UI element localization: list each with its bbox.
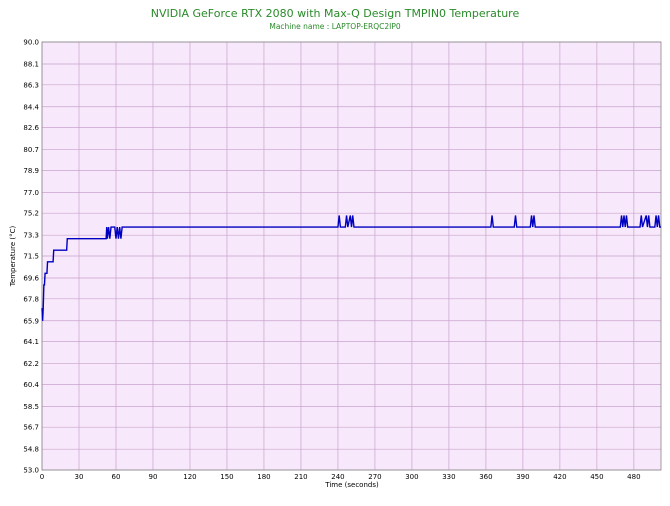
y-tick-label: 64.1 <box>23 338 39 346</box>
x-tick-label: 480 <box>627 473 640 481</box>
x-tick-label: 390 <box>516 473 529 481</box>
y-tick-label: 84.4 <box>23 103 39 111</box>
x-tick-label: 210 <box>294 473 307 481</box>
y-tick-label: 58.5 <box>23 403 39 411</box>
y-tick-label: 56.7 <box>23 424 39 432</box>
x-tick-label: 240 <box>331 473 344 481</box>
x-tick-label: 180 <box>257 473 270 481</box>
x-axis-label: Time (seconds) <box>324 481 379 489</box>
x-tick-label: 330 <box>442 473 455 481</box>
y-tick-label: 73.3 <box>23 232 39 240</box>
y-tick-label: 90.0 <box>23 39 39 47</box>
y-tick-label: 86.3 <box>23 81 39 89</box>
x-tick-label: 60 <box>112 473 121 481</box>
x-tick-label: 420 <box>553 473 566 481</box>
x-tick-label: 300 <box>405 473 418 481</box>
y-tick-label: 82.6 <box>23 124 39 132</box>
y-tick-label: 62.2 <box>23 360 39 368</box>
y-tick-label: 69.6 <box>23 274 39 282</box>
y-tick-label: 75.2 <box>23 210 39 218</box>
plot-border <box>41 41 662 471</box>
chart-title: NVIDIA GeForce RTX 2080 with Max-Q Desig… <box>151 7 520 20</box>
x-tick-label: 450 <box>590 473 603 481</box>
y-tick-label: 77.0 <box>23 189 39 197</box>
y-tick-label: 80.7 <box>23 146 39 154</box>
x-tick-label: 90 <box>149 473 158 481</box>
y-tick-label: 65.9 <box>23 317 39 325</box>
y-tick-label: 88.1 <box>23 60 39 68</box>
x-tick-label: 0 <box>40 473 44 481</box>
x-tick-label: 360 <box>479 473 492 481</box>
x-tick-label: 30 <box>75 473 84 481</box>
y-tick-label: 67.8 <box>23 295 39 303</box>
y-axis-label: Temperature (°C) <box>9 226 17 288</box>
y-tick-label: 54.8 <box>23 446 39 454</box>
x-tick-label: 270 <box>368 473 381 481</box>
chart-subtitle: Machine name : LAPTOP-ERQC2IP0 <box>269 22 400 31</box>
y-tick-label: 60.4 <box>23 381 39 389</box>
y-tick-label: 71.5 <box>23 253 39 261</box>
y-tick-label: 78.9 <box>23 167 39 175</box>
x-tick-label: 150 <box>220 473 233 481</box>
y-tick-label: 53.0 <box>23 467 39 475</box>
x-tick-label: 120 <box>183 473 196 481</box>
line-series <box>41 215 661 321</box>
